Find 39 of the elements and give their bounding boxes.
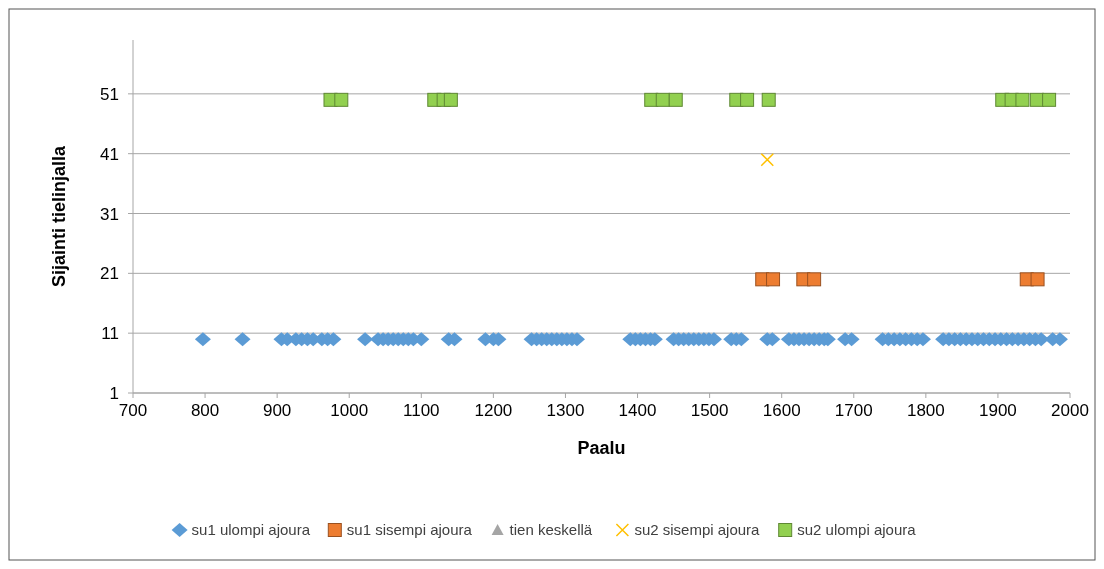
x-tick-label: 1900	[979, 401, 1017, 420]
legend-label: su2 ulompi ajoura	[797, 521, 917, 538]
point	[760, 152, 775, 167]
point	[1042, 92, 1057, 107]
point	[443, 92, 458, 107]
x-tick-label: 1500	[690, 401, 729, 420]
x-tick-label: 1200	[474, 401, 513, 420]
x-tick-label: 1700	[834, 401, 873, 420]
point	[761, 92, 776, 107]
x-tick-label: 2000	[1051, 401, 1089, 420]
x-tick-label: 1300	[546, 401, 585, 420]
y-tick-label: 31	[100, 204, 119, 224]
x-tick-label: 1600	[762, 401, 801, 420]
point	[740, 92, 755, 107]
x-tick-label: 900	[262, 401, 292, 420]
legend-label: su2 sisempi ajoura	[634, 521, 761, 538]
point	[766, 272, 781, 287]
point	[1015, 92, 1030, 107]
y-axis-title: Sijainti tielinjalla	[49, 145, 69, 288]
legend-label: su1 ulompi ajoura	[191, 521, 311, 538]
point	[668, 92, 683, 107]
point	[334, 92, 349, 107]
y-tick-label: 41	[100, 144, 119, 164]
point	[1030, 272, 1045, 287]
x-axis-title: Paalu	[577, 438, 626, 458]
point	[807, 272, 822, 287]
x-tick-label: 800	[190, 401, 220, 420]
y-tick-label: 51	[100, 84, 119, 104]
y-tick-label: 11	[101, 324, 119, 344]
point	[655, 92, 670, 107]
y-tick-label: 21	[100, 264, 119, 284]
legend-label: tien keskellä	[509, 521, 593, 538]
x-tick-label: 700	[118, 401, 148, 420]
x-tick-label: 1400	[618, 401, 657, 420]
x-tick-label: 1800	[906, 401, 945, 420]
legend-label: su1 sisempi ajoura	[346, 521, 473, 538]
x-tick-label: 1100	[403, 401, 440, 420]
x-tick-label: 1000	[330, 401, 369, 420]
y-tick-label: 1	[109, 384, 119, 403]
